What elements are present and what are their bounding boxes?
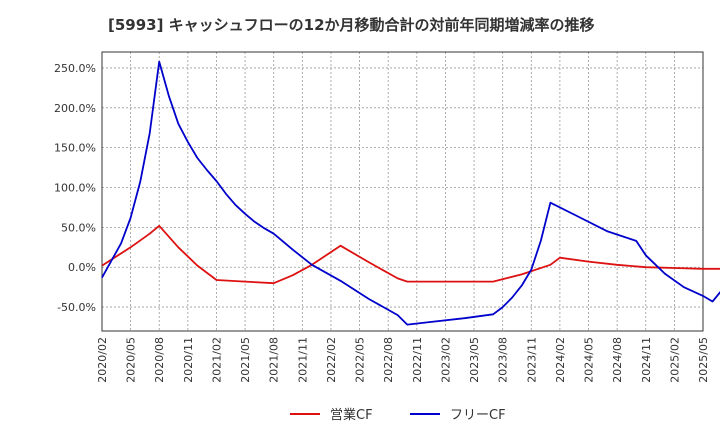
x-tick-label: 2022/11	[411, 337, 424, 383]
x-tick-label: 2024/02	[554, 337, 567, 383]
series-line-free-cf	[101, 60, 720, 326]
x-tick-label: 2024/11	[640, 337, 653, 383]
chart-title: [5993] キャッシュフローの12か月移動合計の対前年同期増減率の推移	[108, 16, 595, 34]
x-tick-label: 2024/05	[583, 337, 596, 383]
x-tick-label: 2025/05	[697, 337, 710, 383]
x-tick-label: 2023/08	[497, 337, 510, 383]
plot-frame	[101, 51, 704, 332]
x-tick-labels: 2020/02 2020/05 2020/08 2020/11 2021/02 2021/…	[96, 337, 710, 383]
y-tick-label: 250.0%	[54, 62, 96, 75]
x-tick-label: 2020/11	[182, 337, 195, 383]
x-tick-label: 2021/11	[296, 337, 309, 383]
x-tick-label: 2021/05	[239, 337, 252, 383]
x-tick-label: 2021/08	[268, 337, 281, 383]
x-tick-label: 2023/11	[525, 337, 538, 383]
x-tick-label: 2020/08	[153, 337, 166, 383]
x-tick-label: 2025/02	[668, 337, 681, 383]
x-tick-label: 2020/02	[96, 337, 109, 383]
y-tick-label: 150.0%	[54, 142, 96, 155]
x-tick-label: 2023/02	[439, 337, 452, 383]
x-tick-label: 2020/05	[125, 337, 138, 383]
x-tick-label: 2022/05	[354, 337, 367, 383]
series-layer	[101, 60, 720, 326]
x-tick-label: 2022/08	[382, 337, 395, 383]
y-tick-label: -50.0%	[57, 301, 96, 314]
x-tick-label: 2022/02	[325, 337, 338, 383]
x-tick-label: 2021/02	[210, 337, 223, 383]
y-tick-label: 50.0%	[61, 221, 96, 234]
y-tick-labels: -50.0% 0.0% 50.0% 100.0% 150.0% 200.0% 250.0%	[54, 62, 96, 314]
grid-layer	[101, 52, 704, 331]
y-tick-label: 0.0%	[68, 261, 96, 274]
x-tick-label: 2024/08	[611, 337, 624, 383]
series-line-operating-cf	[101, 224, 720, 285]
legend-label: 営業CF	[330, 407, 373, 423]
x-tick-label: 2023/05	[468, 337, 481, 383]
legend-label: フリーCF	[450, 408, 506, 423]
y-tick-label: 100.0%	[54, 182, 96, 195]
y-tick-label: 200.0%	[54, 102, 96, 115]
legend: 営業CF フリーCF	[290, 407, 506, 423]
